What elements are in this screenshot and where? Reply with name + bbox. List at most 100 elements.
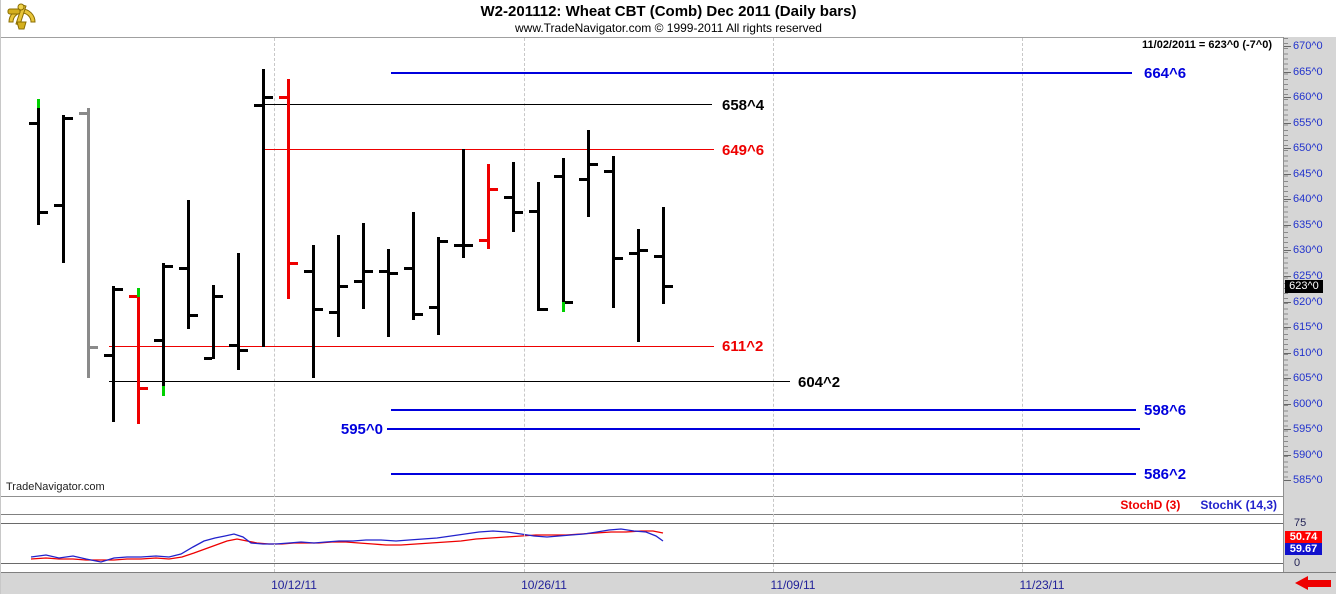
ohlc-open-tick (479, 239, 487, 242)
ohlc-open-tick (629, 252, 637, 255)
price-axis-minor-ticks (1284, 38, 1288, 479)
ohlc-bar-range (287, 79, 290, 299)
stochd-legend-label[interactable]: StochD (3) (1120, 498, 1181, 512)
ohlc-open-tick (579, 178, 587, 181)
price-axis-tick-label: 630^0 (1293, 244, 1323, 256)
ohlc-close-tick (115, 287, 123, 291)
ohlc-bar-range (512, 162, 515, 232)
watermark-text: TradeNavigator.com (6, 481, 105, 493)
indicator-row-bottom-border (1, 514, 1283, 515)
vertical-gridline (524, 38, 525, 572)
price-axis-tick-label: 625^0 (1293, 270, 1323, 282)
ohlc-close-tick (440, 240, 448, 243)
ohlc-close-tick (65, 116, 73, 120)
ohlc-bar-range (412, 211, 415, 320)
ohlc-bar-range (212, 285, 215, 359)
last-quote-readout: 11/02/2011 = 623^0 (-7^0) (1142, 39, 1272, 51)
price-axis-tick (1284, 301, 1291, 303)
stochk-value-badge: 59.67 (1285, 543, 1322, 555)
price-axis-tick (1284, 71, 1291, 73)
stoch-0-gridline (1, 563, 1283, 564)
date-axis-label: 10/26/11 (521, 578, 567, 592)
vertical-gridline (773, 38, 774, 572)
ohlc-open-tick (504, 195, 512, 199)
trade-navigator-logo-icon (7, 3, 36, 30)
ohlc-close-tick (40, 211, 48, 214)
price-axis-tick (1284, 352, 1291, 354)
price-level-label: 664^6 (1144, 65, 1187, 82)
ohlc-close-tick (190, 314, 198, 317)
price-axis-tick-label: 665^0 (1293, 65, 1323, 78)
price-axis-tick-label: 605^0 (1293, 372, 1323, 384)
price-axis-tick (1284, 454, 1291, 456)
price-level-line (262, 149, 714, 150)
ohlc-close-tick (640, 249, 648, 252)
price-axis-tick (1284, 250, 1291, 251)
price-level-line (391, 409, 1136, 411)
date-axis[interactable] (1, 572, 1336, 594)
price-axis-tick-label: 650^0 (1293, 142, 1323, 154)
plot-right-border (1283, 37, 1284, 572)
ohlc-open-tick (404, 267, 412, 270)
price-axis-tick-label: 615^0 (1293, 321, 1323, 333)
green-mark (562, 302, 565, 312)
stochk-legend-label[interactable]: StochK (14,3) (1200, 498, 1277, 512)
ohlc-close-tick (490, 188, 498, 191)
price-axis-tick-label: 660^0 (1293, 91, 1323, 103)
ohlc-open-tick (29, 121, 37, 125)
price-axis-tick (1284, 122, 1291, 124)
chart-title: W2-201112: Wheat CBT (Comb) Dec 2011 (Da… (480, 3, 857, 20)
ohlc-bar-range (362, 223, 365, 309)
ohlc-bar-range (637, 229, 640, 342)
ohlc-bar-range (37, 99, 40, 225)
ohlc-bar-range (112, 286, 115, 422)
ohlc-close-tick (265, 96, 273, 99)
ohlc-close-tick (590, 162, 598, 166)
price-axis-tick-label: 600^0 (1293, 397, 1323, 410)
ohlc-open-tick (654, 254, 662, 258)
ohlc-bar-range (137, 288, 140, 424)
stochd-line (30, 530, 664, 561)
ohlc-open-tick (254, 103, 262, 107)
scroll-left-arrow-button[interactable] (1295, 576, 1335, 591)
indicator-row-top-border (1, 496, 1283, 497)
price-level-label: 611^2 (722, 338, 764, 355)
ohlc-open-tick (129, 295, 137, 298)
ohlc-bar-range (462, 149, 465, 258)
price-axis-tick-label: 635^0 (1293, 218, 1323, 231)
ohlc-bar-range (62, 115, 65, 263)
ohlc-open-tick (179, 267, 187, 270)
price-axis-tick (1284, 480, 1291, 481)
stochd-value-badge: 50.74 (1285, 531, 1322, 543)
ohlc-close-tick (165, 264, 173, 268)
price-level-line (391, 72, 1132, 74)
ohlc-open-tick (554, 175, 562, 178)
price-axis[interactable] (1284, 37, 1336, 572)
price-level-label: 586^2 (1144, 465, 1187, 483)
ohlc-close-tick (215, 295, 223, 298)
ohlc-open-tick (304, 269, 312, 273)
price-axis-tick (1284, 403, 1291, 405)
ohlc-close-tick (540, 308, 548, 311)
ohlc-close-tick (240, 349, 248, 352)
ohlc-open-tick (529, 209, 537, 213)
ohlc-close-tick (365, 269, 373, 273)
ohlc-bar-range (537, 181, 540, 311)
indicator-legend: StochD (3) StochK (14,3) (1, 498, 1277, 512)
price-axis-tick (1284, 327, 1291, 328)
price-level-label: 604^2 (798, 373, 841, 391)
stoch-75-gridline (1, 523, 1283, 524)
ohlc-bar-range (487, 164, 490, 249)
ohlc-close-tick (340, 285, 348, 288)
ohlc-close-tick (390, 272, 398, 275)
ohlc-bar-range (187, 200, 190, 329)
ohlc-close-tick (615, 257, 623, 260)
ohlc-open-tick (279, 96, 287, 99)
price-axis-tick (1284, 46, 1291, 47)
ohlc-bar-range (312, 245, 315, 378)
ohlc-bar-range (162, 263, 165, 388)
ohlc-bar-range (612, 156, 615, 308)
ohlc-open-tick (429, 305, 437, 309)
price-axis-tick (1284, 199, 1291, 200)
ohlc-close-tick (565, 300, 573, 304)
